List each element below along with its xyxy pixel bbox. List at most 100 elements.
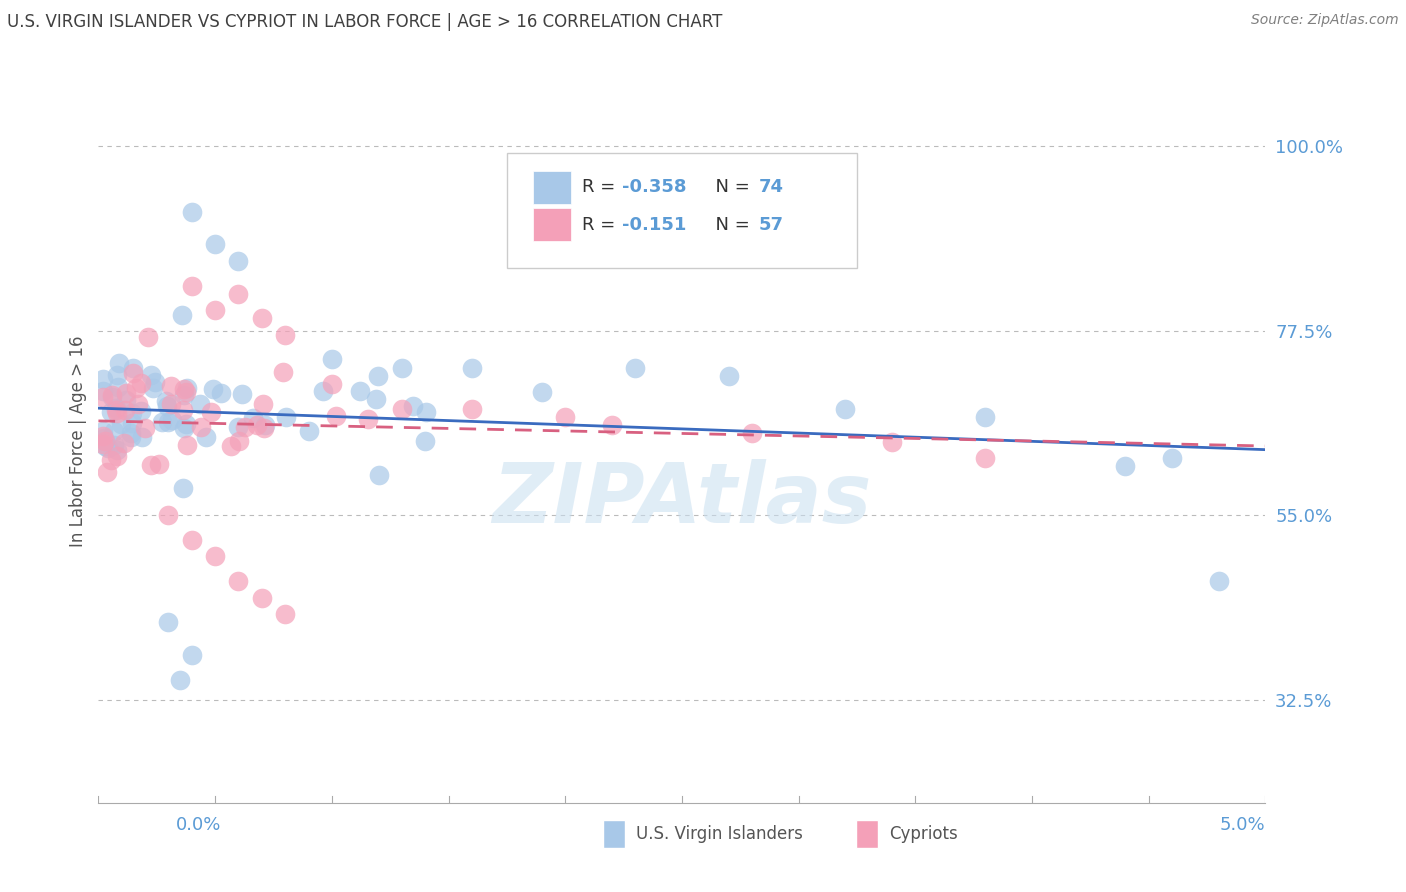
Point xyxy=(311,384,333,398)
Point xyxy=(172,402,194,417)
Point xyxy=(204,549,226,564)
Point xyxy=(741,426,763,441)
Point xyxy=(190,419,212,434)
Point xyxy=(105,368,128,382)
Point xyxy=(974,409,997,424)
Point xyxy=(108,356,131,370)
Point xyxy=(131,430,153,444)
Point xyxy=(228,253,250,268)
Point xyxy=(176,437,198,451)
Point xyxy=(160,397,183,411)
Text: U.S. Virgin Islanders: U.S. Virgin Islanders xyxy=(637,825,803,843)
Point xyxy=(624,360,647,375)
Point xyxy=(242,410,264,425)
Point xyxy=(880,434,903,449)
Point xyxy=(202,382,225,396)
Point xyxy=(148,458,170,472)
Point xyxy=(188,397,211,411)
Point xyxy=(974,450,997,465)
Point xyxy=(180,533,202,547)
Text: R =: R = xyxy=(582,178,620,196)
Text: 5.0%: 5.0% xyxy=(1220,816,1265,834)
Point xyxy=(415,405,437,419)
Point xyxy=(321,352,343,367)
Point xyxy=(91,384,114,398)
Point xyxy=(461,360,484,375)
Point xyxy=(97,442,120,456)
Point xyxy=(231,387,253,401)
Point xyxy=(246,418,269,433)
Point xyxy=(103,425,125,439)
Point xyxy=(134,420,156,434)
Point xyxy=(156,399,179,413)
Point xyxy=(250,591,273,605)
Point xyxy=(129,376,152,390)
Point xyxy=(1114,459,1136,474)
Point xyxy=(115,392,138,407)
Point xyxy=(298,425,321,439)
Point xyxy=(180,278,202,293)
Point xyxy=(91,425,114,439)
Point xyxy=(157,615,180,630)
Point xyxy=(204,303,226,318)
Point xyxy=(254,418,277,433)
Point xyxy=(155,393,177,408)
Point xyxy=(367,368,389,383)
Text: 0.0%: 0.0% xyxy=(176,816,221,834)
Point xyxy=(233,419,256,434)
Point xyxy=(228,434,250,448)
Point xyxy=(228,574,250,588)
Text: -0.358: -0.358 xyxy=(623,178,688,196)
Point xyxy=(391,401,413,416)
Point xyxy=(228,286,250,301)
Point xyxy=(110,417,132,432)
Point xyxy=(717,368,740,383)
Point xyxy=(204,237,226,252)
Point xyxy=(1161,450,1184,465)
Point xyxy=(180,204,202,219)
Text: R =: R = xyxy=(582,216,620,234)
Point xyxy=(107,380,129,394)
Point xyxy=(129,403,152,417)
Text: N =: N = xyxy=(704,216,755,234)
Point xyxy=(226,420,249,434)
Point xyxy=(402,399,425,413)
Point xyxy=(157,508,180,523)
Text: 74: 74 xyxy=(759,178,785,196)
Point xyxy=(142,381,165,395)
Point xyxy=(176,381,198,395)
Point xyxy=(368,467,391,482)
Bar xyxy=(533,208,571,242)
Point xyxy=(200,405,222,419)
Text: Cypriots: Cypriots xyxy=(890,825,957,843)
Point xyxy=(103,438,125,452)
Point xyxy=(150,416,173,430)
Point xyxy=(461,401,484,416)
Point xyxy=(91,372,114,386)
Text: ZIPAtlas: ZIPAtlas xyxy=(492,458,872,540)
Point xyxy=(112,436,135,450)
Point xyxy=(105,449,128,463)
Point xyxy=(100,405,122,419)
Point xyxy=(93,431,115,445)
Point xyxy=(274,327,297,342)
Text: -0.151: -0.151 xyxy=(623,216,686,234)
Point xyxy=(91,429,114,443)
Y-axis label: In Labor Force | Age > 16: In Labor Force | Age > 16 xyxy=(69,335,87,548)
Point xyxy=(101,388,124,402)
Point xyxy=(413,434,436,448)
Point xyxy=(195,430,218,444)
Point xyxy=(121,366,143,380)
Text: 57: 57 xyxy=(759,216,785,234)
Point xyxy=(174,417,197,431)
Point xyxy=(274,607,297,621)
Point xyxy=(391,360,413,375)
Point xyxy=(120,426,142,441)
Point xyxy=(174,385,197,400)
Point xyxy=(160,379,183,393)
Point xyxy=(91,437,114,451)
Point xyxy=(143,375,166,389)
Point xyxy=(121,416,143,430)
Point xyxy=(349,384,371,398)
Bar xyxy=(533,170,571,204)
